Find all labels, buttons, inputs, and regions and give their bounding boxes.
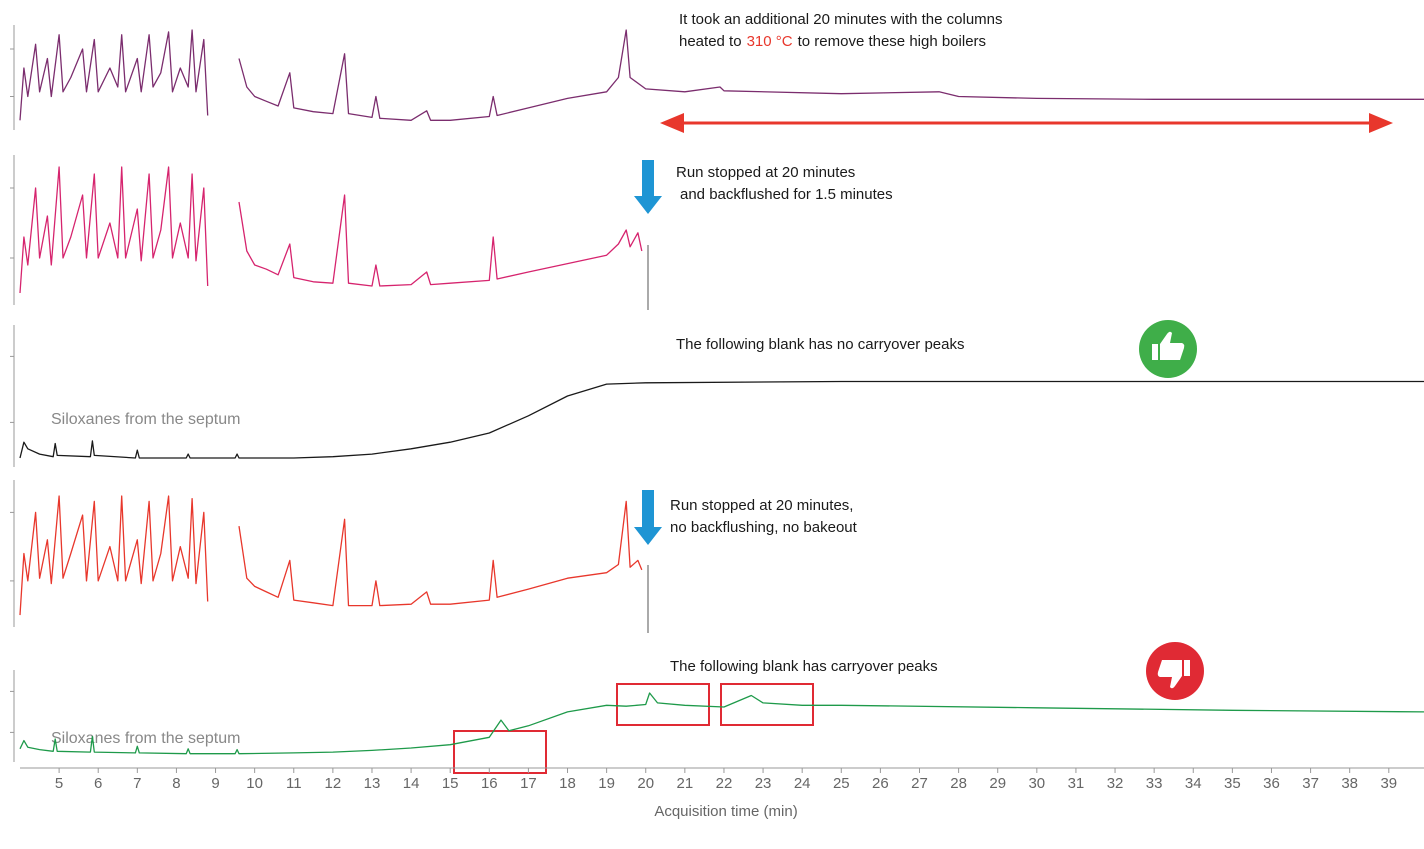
annotation-highlight: 310 °C [747,33,793,50]
x-tick-label: 34 [1185,775,1202,792]
annotation: Run stopped at 20 minutes [676,164,855,181]
x-tick-label: 7 [133,775,141,792]
x-tick-label: 37 [1302,775,1319,792]
x-tick-label: 19 [598,775,615,792]
highlight-box [453,683,814,774]
x-tick-label: 16 [481,775,498,792]
x-tick-label: 8 [172,775,180,792]
x-tick-label: 27 [911,775,928,792]
x-tick-label: 11 [286,775,302,792]
x-tick-label: 23 [755,775,772,792]
x-tick-label: 18 [559,775,576,792]
x-tick-label: 10 [246,775,263,792]
trace [19,166,643,294]
x-tick-label: 6 [94,775,102,792]
stop-arrow [634,490,662,545]
annotation: Run stopped at 20 minutes, [670,497,853,514]
x-tick-label: 35 [1224,775,1241,792]
annotation: no backflushing, no bakeout [670,519,858,536]
trace [19,380,1424,459]
thumbs-down-icon [1146,642,1204,700]
x-tick-label: 25 [833,775,850,792]
annotation: The following blank has carryover peaks [670,658,938,675]
x-tick-label: 26 [872,775,889,792]
x-tick-label: 39 [1380,775,1397,792]
trace [19,495,643,616]
annotation: Siloxanes from the septum [51,411,240,428]
x-tick-label: 14 [403,775,420,792]
annotation: Siloxanes from the septum [51,730,240,747]
thumbs-up-icon [1139,320,1197,378]
x-tick-label: 13 [364,775,381,792]
x-tick-label: 33 [1146,775,1163,792]
x-tick-label: 30 [1028,775,1045,792]
annotation-part: to remove these high boilers [798,33,986,50]
annotation-part: heated to [679,33,742,50]
annotation: and backflushed for 1.5 minutes [680,186,893,203]
x-tick-label: 15 [442,775,459,792]
x-tick-label: 12 [325,775,342,792]
stop-arrow [634,160,662,214]
annotation: It took an additional 20 minutes with th… [679,11,1003,28]
x-tick-label: 36 [1263,775,1280,792]
annotation: heated to 310 °C to remove these high boil… [679,33,986,50]
x-tick-label: 32 [1107,775,1124,792]
x-tick-label: 29 [989,775,1006,792]
double-arrow [660,113,1393,133]
trace [19,692,1424,755]
x-tick-label: 20 [637,775,654,792]
x-axis-title: Acquisition time (min) [654,803,797,820]
x-tick-label: 22 [716,775,733,792]
x-tick-label: 9 [211,775,219,792]
annotation: The following blank has no carryover pea… [676,336,965,353]
x-tick-label: 38 [1341,775,1358,792]
x-tick-label: 5 [55,775,63,792]
x-tick-label: 24 [794,775,811,792]
x-tick-label: 31 [1068,775,1085,792]
trace [19,29,1424,121]
x-tick-label: 21 [677,775,694,792]
x-tick-label: 17 [520,775,537,792]
x-tick-label: 28 [950,775,967,792]
